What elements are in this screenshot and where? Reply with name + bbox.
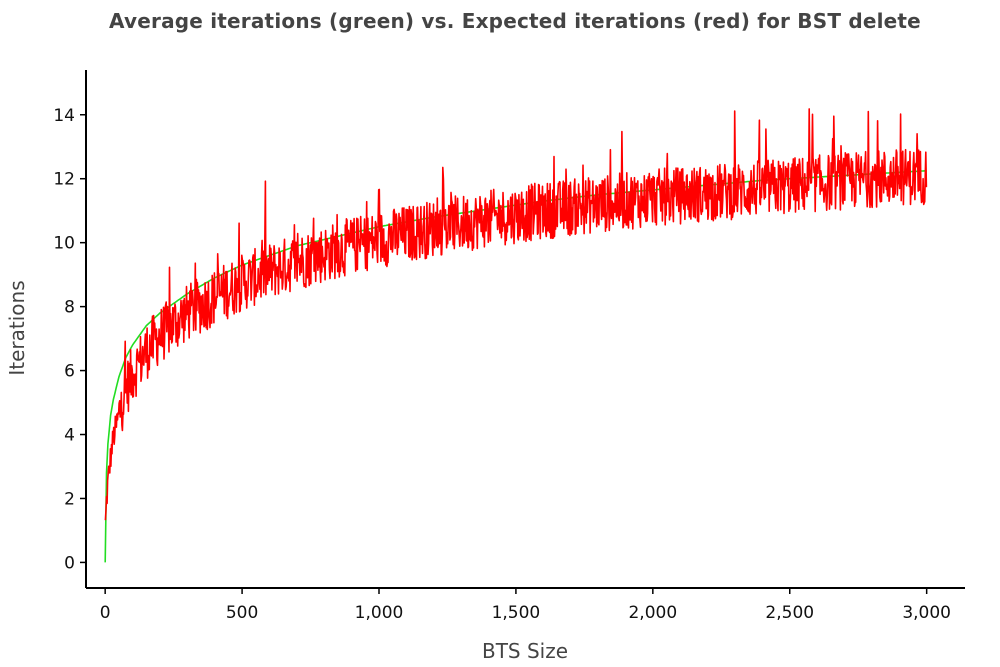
x-tick-label: 1,500 xyxy=(492,603,541,623)
y-tick-label: 12 xyxy=(53,170,75,190)
x-tick-label: 500 xyxy=(226,603,258,623)
series-line-average xyxy=(104,169,927,563)
y-tick-label: 6 xyxy=(64,362,75,382)
x-tick-label: 2,500 xyxy=(765,603,814,623)
y-tick-label: 0 xyxy=(64,553,75,573)
x-tick-label: 1,000 xyxy=(355,603,404,623)
axes: 0 2 4 6 8 10 12 14 0 500 1,000 1,500 2,000 2,500 3,000 xyxy=(53,70,965,623)
series-layer xyxy=(104,108,928,563)
series-line-expected xyxy=(104,108,928,521)
y-tick-label: 4 xyxy=(64,426,75,446)
chart-title: Average iterations (green) vs. Expected … xyxy=(109,9,921,33)
y-tick-label: 2 xyxy=(64,489,75,509)
x-tick-label: 2,000 xyxy=(628,603,677,623)
y-tick-label: 8 xyxy=(64,298,75,318)
y-axis-title: Iterations xyxy=(5,280,29,375)
x-axis-title: BTS Size xyxy=(482,639,568,663)
y-tick-label: 10 xyxy=(53,234,75,254)
x-tick-label: 3,000 xyxy=(902,603,951,623)
y-tick-label: 14 xyxy=(53,106,75,126)
x-tick-label: 0 xyxy=(100,603,111,623)
